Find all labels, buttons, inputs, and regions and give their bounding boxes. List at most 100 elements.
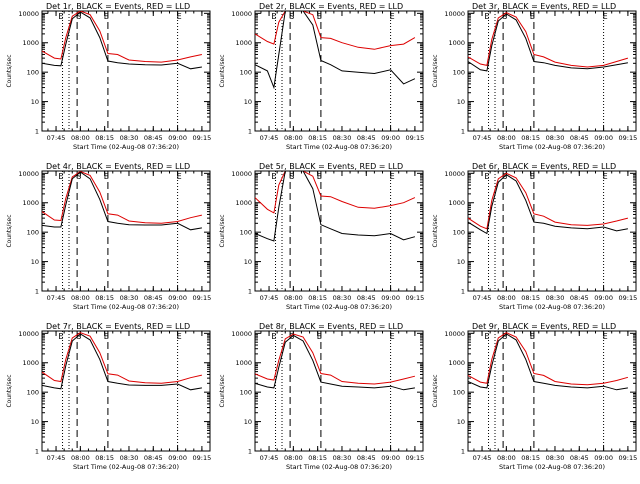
marker-letter: E xyxy=(104,332,109,341)
x-axis-label: Start Time (02-Aug-08 07:36:20) xyxy=(73,463,179,471)
x-tick-label: 08:30 xyxy=(333,294,352,302)
y-tick-label: 10 xyxy=(457,98,465,106)
events-series-line xyxy=(42,171,202,231)
x-tick-label: 08:45 xyxy=(144,454,163,462)
y-axis-label: Counts/sec xyxy=(219,54,226,87)
x-tick-label: 07:45 xyxy=(260,134,279,142)
y-axis-label: Counts/sec xyxy=(6,374,13,407)
marker-letter: E xyxy=(271,172,276,181)
panel-title: Det 1r, BLACK = Events, RED = LLD xyxy=(46,2,190,11)
marker-letter: E xyxy=(317,12,322,21)
x-tick-label: 07:45 xyxy=(260,294,279,302)
x-tick-label: 09:15 xyxy=(406,294,425,302)
marker-letter: E xyxy=(317,332,322,341)
marker-letter: E xyxy=(104,12,109,21)
x-axis-label: Start Time (02-Aug-08 07:36:20) xyxy=(499,143,605,151)
events-series-line xyxy=(468,13,628,72)
plot-frame xyxy=(254,330,424,452)
y-axis-label: Counts/sec xyxy=(219,214,226,247)
x-tick-label: 08:30 xyxy=(333,134,352,142)
marker-letter: E xyxy=(484,332,489,341)
y-tick-label: 1 xyxy=(35,128,39,136)
marker-letter: E xyxy=(177,332,182,341)
x-tick-label: 09:00 xyxy=(168,454,187,462)
lld-series-line xyxy=(468,332,629,386)
marker-letter: E xyxy=(58,172,63,181)
x-tick-label: 08:45 xyxy=(570,134,589,142)
x-tick-label: 07:45 xyxy=(260,454,279,462)
y-tick-label: 1000 xyxy=(448,199,465,207)
marker-letter: E xyxy=(603,172,608,181)
lld-series-line xyxy=(255,171,416,214)
marker-letter: E xyxy=(530,12,535,21)
y-tick-label: 100 xyxy=(27,229,39,237)
y-tick-label: 100 xyxy=(240,229,252,237)
x-tick-label: 08:45 xyxy=(570,454,589,462)
y-tick-label: 10000 xyxy=(231,330,252,338)
plot-frame xyxy=(467,330,637,452)
marker-letter: E xyxy=(603,332,608,341)
y-tick-label: 1 xyxy=(461,288,465,296)
events-series-line xyxy=(42,11,202,70)
x-tick-label: 08:30 xyxy=(120,294,139,302)
x-tick-label: 07:45 xyxy=(473,134,492,142)
y-tick-label: 10 xyxy=(31,258,39,266)
x-tick-label: 09:00 xyxy=(381,454,400,462)
marker-letter: E xyxy=(271,12,276,21)
x-tick-label: 07:45 xyxy=(47,454,66,462)
marker-letter: S xyxy=(76,332,81,341)
y-axis-label: Counts/sec xyxy=(432,54,439,87)
lld-series-line xyxy=(42,11,203,63)
x-tick-label: 07:45 xyxy=(47,134,66,142)
x-axis-label: Start Time (02-Aug-08 07:36:20) xyxy=(286,463,392,471)
panel-title: Det 3r, BLACK = Events, RED = LLD xyxy=(472,2,616,11)
panel-9: Det 9r, BLACK = Events, RED = LLD 1 10 100 1… xyxy=(432,322,637,471)
events-series-line xyxy=(255,11,416,90)
marker-letter: E xyxy=(104,172,109,181)
x-tick-label: 09:15 xyxy=(193,294,212,302)
y-tick-label: 1000 xyxy=(22,39,39,47)
y-axis-label: Counts/sec xyxy=(6,214,13,247)
marker-letter: S xyxy=(289,12,294,21)
marker-letter: E xyxy=(484,172,489,181)
y-tick-label: 1 xyxy=(461,448,465,456)
x-tick-label: 08:00 xyxy=(497,134,516,142)
y-tick-label: 10000 xyxy=(18,330,39,338)
x-axis-label: Start Time (02-Aug-08 07:36:20) xyxy=(73,303,179,311)
x-tick-label: 08:00 xyxy=(284,134,303,142)
x-axis-label: Start Time (02-Aug-08 07:36:20) xyxy=(499,463,605,471)
y-tick-label: 10 xyxy=(244,98,252,106)
lld-series-line xyxy=(255,333,416,385)
plot-frame xyxy=(467,10,637,132)
y-tick-label: 1 xyxy=(461,128,465,136)
y-axis-label: Counts/sec xyxy=(219,374,226,407)
panel-title: Det 2r, BLACK = Events, RED = LLD xyxy=(259,2,403,11)
marker-letter: S xyxy=(289,172,294,181)
y-tick-label: 10000 xyxy=(444,10,465,18)
y-tick-label: 1 xyxy=(248,288,252,296)
x-tick-label: 08:00 xyxy=(71,454,90,462)
y-tick-label: 1 xyxy=(248,128,252,136)
plot-frame xyxy=(254,170,424,292)
x-axis-label: Start Time (02-Aug-08 07:36:20) xyxy=(73,143,179,151)
y-tick-label: 10 xyxy=(31,98,39,106)
panel-title: Det 9r, BLACK = Events, RED = LLD xyxy=(472,322,616,331)
panel-title: Det 6r, BLACK = Events, RED = LLD xyxy=(472,162,616,171)
x-tick-label: 08:30 xyxy=(120,454,139,462)
y-tick-label: 10000 xyxy=(18,10,39,18)
y-tick-label: 100 xyxy=(453,69,465,77)
x-tick-label: 09:00 xyxy=(381,294,400,302)
y-axis-label: Counts/sec xyxy=(6,54,13,87)
x-tick-label: 09:00 xyxy=(168,294,187,302)
y-tick-label: 100 xyxy=(27,389,39,397)
x-tick-label: 08:45 xyxy=(357,454,376,462)
x-tick-label: 08:15 xyxy=(521,134,540,142)
x-tick-label: 08:30 xyxy=(546,134,565,142)
marker-letter: E xyxy=(390,332,395,341)
x-tick-label: 08:45 xyxy=(357,134,376,142)
panel-title: Det 8r, BLACK = Events, RED = LLD xyxy=(259,322,403,331)
panel-title: Det 5r, BLACK = Events, RED = LLD xyxy=(259,162,403,171)
x-tick-label: 08:00 xyxy=(497,454,516,462)
x-tick-label: 08:00 xyxy=(497,294,516,302)
plot-frame xyxy=(41,170,211,292)
